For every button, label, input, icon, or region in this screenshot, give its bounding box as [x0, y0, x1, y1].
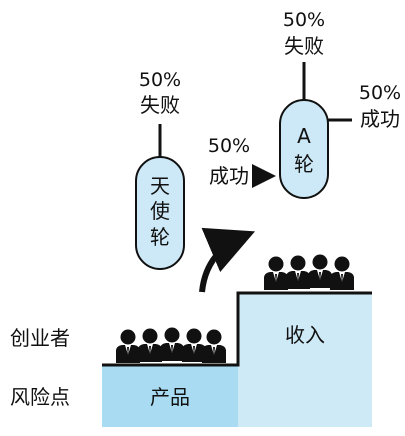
founder-person-icon [330, 256, 354, 290]
a-fail-percent: 50% [283, 9, 325, 31]
angel-success-label: 成功 [209, 164, 249, 188]
staircase-outline [102, 291, 372, 367]
angel-round-char: 轮 [150, 225, 170, 249]
founders-label: 创业者 [10, 326, 70, 350]
revenue-step-label: 收入 [285, 323, 325, 347]
round-a-char: A [297, 124, 311, 148]
a-success-label: 成功 [360, 107, 400, 131]
founder-person-icon [264, 256, 288, 290]
round-a-pill [279, 99, 329, 199]
a-success-percent: 50% [359, 82, 401, 104]
founder-person-icon [138, 328, 162, 362]
founder-person-icon [116, 329, 140, 363]
revenue-step [238, 293, 372, 427]
growth-curve-arrow-icon [199, 227, 256, 293]
angel-fail-label: 失败 [140, 93, 180, 117]
angel-success-percent: 50% [208, 135, 250, 157]
founder-person-icon [286, 255, 310, 289]
round-a-char: 轮 [294, 152, 314, 176]
risk-point-label: 风险点 [10, 385, 70, 409]
angel-round-char: 使 [150, 199, 170, 223]
founder-person-icon [308, 254, 332, 288]
founders-group-upper [264, 254, 354, 290]
product-step [102, 365, 238, 427]
a-fail-label: 失败 [284, 34, 324, 58]
founder-person-icon [160, 327, 184, 361]
founder-person-icon [202, 329, 226, 363]
founders-group-lower [116, 327, 226, 363]
angel-round-char: 天 [150, 174, 170, 198]
product-step-label: 产品 [150, 385, 190, 409]
angel-fail-percent: 50% [139, 69, 181, 91]
